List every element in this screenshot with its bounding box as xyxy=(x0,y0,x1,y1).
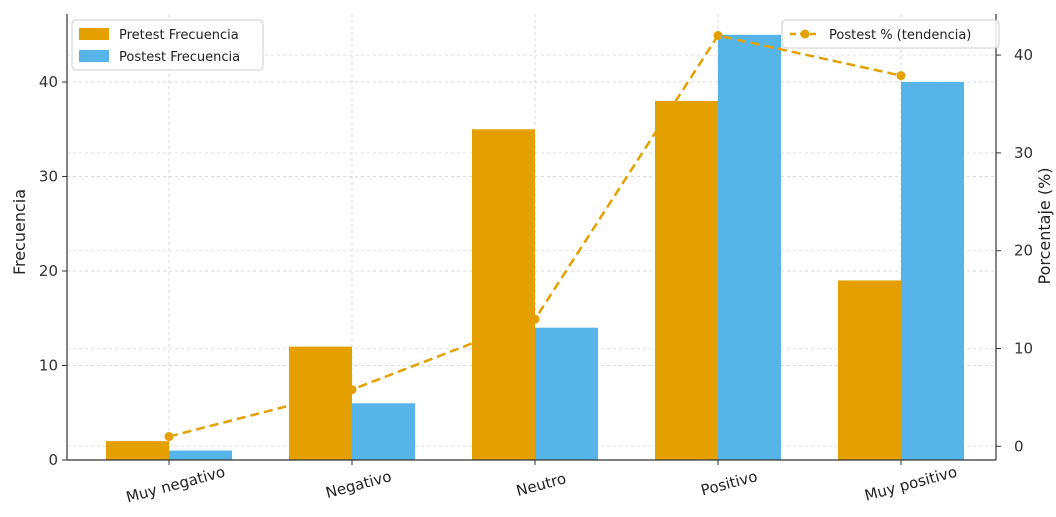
bar xyxy=(838,280,901,460)
bar xyxy=(535,327,598,460)
legend-label: Pretest Frecuencia xyxy=(119,28,239,43)
y2-tick-label: 40 xyxy=(1014,46,1033,64)
bar xyxy=(718,34,781,460)
legend-swatch xyxy=(79,50,109,62)
ticks-layer: 0 10 20 30 40 0 10 20 30 40 xyxy=(39,46,1033,469)
category-label: Positivo xyxy=(699,467,759,499)
legend-label: Postest Frecuencia xyxy=(119,50,240,65)
trend-point xyxy=(713,31,723,41)
trend-point xyxy=(347,385,357,395)
y-tick-label: 0 xyxy=(48,451,58,469)
bar xyxy=(901,82,964,460)
trend-point xyxy=(164,432,174,442)
y2-tick-label: 0 xyxy=(1014,437,1024,455)
bar xyxy=(472,129,535,460)
trend-line-layer xyxy=(164,31,906,442)
category-label: Muy negativo xyxy=(124,463,227,507)
legend-line: Postest % (tendencia) xyxy=(781,19,1000,49)
y-tick-label: 30 xyxy=(39,168,58,186)
legend-bars: Pretest Frecuencia Postest Frecuencia xyxy=(71,19,264,71)
y2-tick-label: 20 xyxy=(1014,242,1033,260)
y2-tick-label: 30 xyxy=(1014,144,1033,162)
legend-marker xyxy=(800,29,810,39)
y-tick-label: 20 xyxy=(39,262,58,280)
bar xyxy=(655,100,718,461)
legend-box xyxy=(71,19,264,71)
trend-point xyxy=(530,314,540,324)
category-labels: Muy negativo Negativo Neutro Positivo Muy po… xyxy=(124,463,959,507)
category-label: Muy positivo xyxy=(863,463,959,505)
y2-tick-label: 10 xyxy=(1014,340,1033,358)
legend-swatch xyxy=(79,28,109,40)
legend-label: Postest % (tendencia) xyxy=(829,28,971,43)
category-label: Negativo xyxy=(324,467,394,502)
trend-point xyxy=(896,71,906,81)
axes-layer xyxy=(66,14,997,461)
bar xyxy=(106,441,169,460)
bars-layer xyxy=(106,34,964,461)
bar xyxy=(352,403,415,460)
category-label: Neutro xyxy=(514,469,568,500)
bar xyxy=(169,450,232,460)
legend-box xyxy=(781,19,1000,49)
y-tick-label: 10 xyxy=(39,357,58,375)
y-axis-title: Frecuencia xyxy=(10,189,29,275)
y-tick-label: 40 xyxy=(39,73,58,91)
y2-axis-title: Porcentaje (%) xyxy=(1035,167,1054,284)
